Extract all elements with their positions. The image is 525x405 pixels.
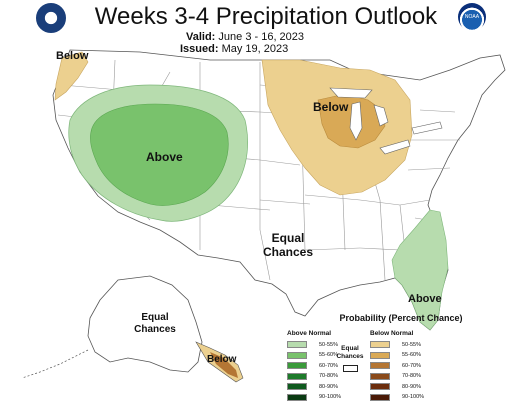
legend-above-swatch (287, 372, 307, 380)
legend-above-range: 60-70% (319, 362, 338, 369)
legend-below-swatch (370, 372, 390, 380)
great-lakes-water (329, 87, 443, 155)
label-above-west: Above (146, 150, 183, 164)
legend-above-row: 60-70% (287, 361, 338, 370)
legend-below-row: 80-90% (370, 382, 421, 391)
legend-above-swatch (287, 383, 307, 390)
noaa-logo-icon: NOAA (458, 3, 486, 31)
legend-above-swatch (287, 362, 307, 369)
legend-below-swatch (370, 362, 390, 369)
legend-below-row: 55-60% (370, 351, 421, 360)
legend-equal-chances-swatch (343, 365, 358, 372)
legend-below-row: 70-80% (370, 372, 421, 381)
legend-above-range: 55-60% (319, 352, 338, 358)
legend-above-row: 50-55% (287, 340, 338, 349)
issued-line: Issued: May 19, 2023 (180, 43, 288, 55)
legend-equal-chances-label: Equal Chances (336, 345, 364, 360)
legend-below-range: 60-70% (402, 362, 421, 369)
page-title: Weeks 3-4 Precipitation Outlook (94, 3, 438, 30)
legend-above-range: 90-100% (319, 394, 342, 400)
legend-above-swatch (287, 351, 307, 359)
legend-below-range: 70-80% (402, 373, 421, 379)
legend-above-row: 55-60% (287, 351, 338, 360)
legend-above-swatch (287, 341, 307, 348)
alaska-aleutians (21, 349, 89, 379)
legend-above-header: Above Normal (287, 330, 332, 337)
legend-below-row: 50-55% (370, 340, 421, 349)
noaa-logo-text: NOAA (464, 14, 480, 20)
legend-above-row: 80-90% (287, 382, 338, 391)
legend-below-range: 90-100% (402, 394, 425, 400)
legend-below-row: 90-100% (370, 393, 424, 402)
legend-above-range: 80-90% (319, 383, 338, 390)
legend-above-row: 70-80% (287, 372, 338, 381)
label-above-florida: Above (408, 293, 442, 305)
valid-line: Valid: June 3 - 16, 2023 (186, 31, 304, 43)
legend-below-swatch (370, 393, 390, 401)
below-region-pnw (54, 51, 89, 101)
legend-above-range: 70-80% (319, 373, 338, 379)
issued-label: Issued: (180, 43, 219, 55)
alaska-land (87, 275, 203, 373)
legend-below-swatch (370, 383, 390, 390)
legend-below-range: 80-90% (402, 383, 421, 390)
legend-below-row: 60-70% (370, 361, 421, 370)
doc-seal-icon (36, 3, 66, 33)
above-region-southeast (391, 209, 449, 331)
legend-above-range: 50-55% (319, 341, 338, 348)
legend-below-swatch (370, 341, 390, 348)
legend-below-range: 50-55% (402, 341, 421, 348)
valid-label: Valid: (186, 31, 216, 43)
label-below-alaska: Below (207, 354, 237, 365)
above-region-west-core (90, 103, 229, 206)
legend-below-range: 55-60% (402, 352, 421, 358)
issued-value: May 19, 2023 (221, 43, 289, 55)
label-below-pnw: Below (56, 50, 89, 62)
legend-title: Probability (Percent Chance) (339, 313, 463, 323)
label-below-great-lakes: Below (313, 100, 349, 114)
legend-above-row: 90-100% (287, 393, 341, 402)
alaska-panhandle-core (210, 352, 238, 378)
valid-value: June 3 - 16, 2023 (218, 31, 305, 43)
label-equal-chances-alaska: Equal Chances (134, 312, 176, 335)
legend-above-swatch (287, 393, 307, 401)
legend-below-header: Below Normal (370, 330, 414, 337)
legend-below-swatch (370, 351, 390, 359)
label-equal-chances-conus: Equal Chances (262, 231, 314, 259)
